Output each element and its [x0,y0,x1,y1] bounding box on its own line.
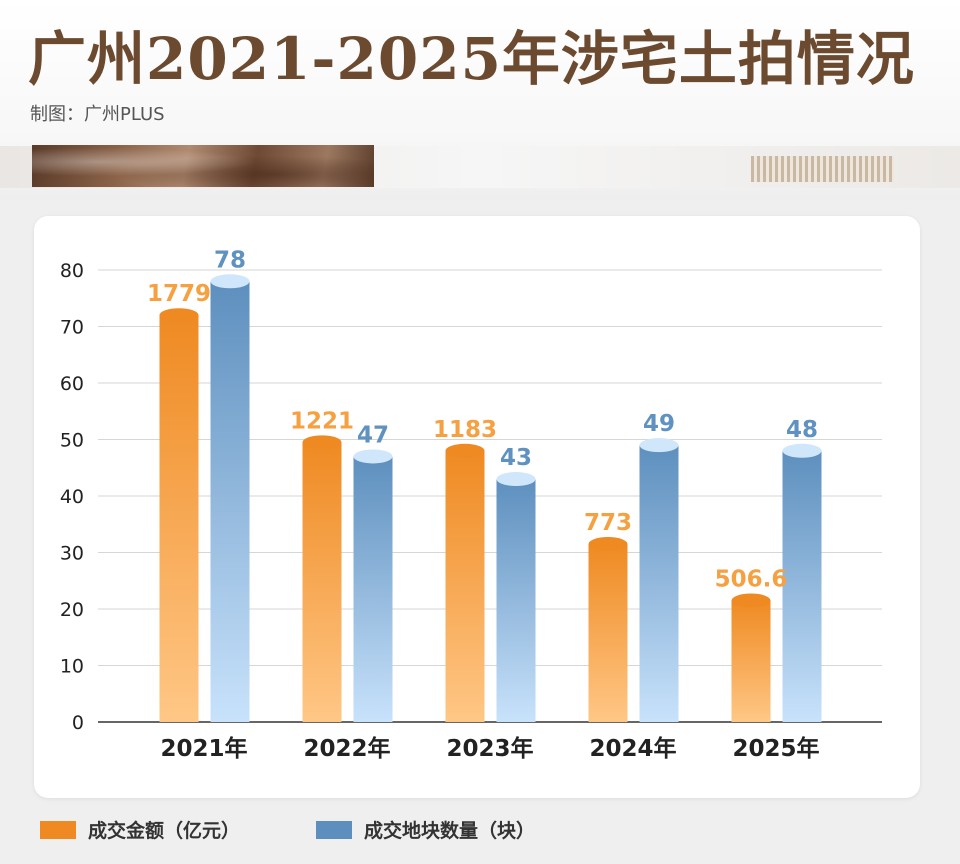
chart-legend: 成交金额（亿元） 成交地块数量（块） [0,816,960,852]
bar-cap-amount [445,443,485,458]
bar-amount [588,544,628,722]
data-label-amount: 506.6 [715,567,788,593]
bar-plots [639,445,679,722]
bar-cap-amount [588,537,628,552]
data-label-amount: 1221 [290,408,354,434]
chart-credit: 制图：广州PLUS [30,104,165,125]
data-label-plots: 78 [214,247,246,273]
x-tick-label: 2023年 [446,735,533,762]
bar-cap-amount [302,435,342,450]
bar-plots [353,456,393,722]
data-label-amount: 773 [584,510,632,536]
bar-amount [159,315,199,722]
bar-cap-plots [353,449,393,464]
data-label-plots: 49 [643,411,675,437]
x-tick-label: 2021年 [160,735,247,762]
bar-cap-amount [159,308,199,323]
y-tick-label: 0 [72,712,84,734]
bar-plots [210,281,250,722]
data-label-amount: 1183 [433,417,497,443]
decorative-stone-strip [32,145,374,187]
bar-cap-plots [782,443,822,458]
legend-swatch-plots [316,820,352,839]
legend-item-plots: 成交地块数量（块） [316,816,535,843]
y-tick-label: 80 [60,260,84,282]
bar-cap-plots [639,438,679,453]
x-tick-label: 2025年 [732,735,819,762]
y-tick-label: 70 [60,317,84,339]
bar-cap-amount [731,593,771,608]
y-tick-label: 10 [60,656,84,678]
decorative-stripes [751,156,894,182]
y-tick-label: 30 [60,543,84,565]
bar-cap-plots [210,274,250,289]
page-title: 广州2021-2025年涉宅土拍情况 [28,25,915,93]
data-label-plots: 47 [357,422,389,448]
legend-label-amount: 成交金额（亿元） [88,820,241,842]
bar-amount [731,600,771,722]
bar-plots [496,479,536,722]
bar-amount [445,450,485,722]
data-label-amount: 1779 [147,281,211,307]
data-label-plots: 48 [786,417,818,443]
bar-plots [782,450,822,722]
x-tick-label: 2022年 [303,735,390,762]
y-tick-label: 60 [60,373,84,395]
x-tick-label: 2024年 [589,735,676,762]
y-tick-label: 20 [60,599,84,621]
bar-amount [302,442,342,722]
legend-label-plots: 成交地块数量（块） [364,820,536,842]
legend-item-amount: 成交金额（亿元） [40,816,240,843]
y-tick-label: 40 [60,486,84,508]
legend-swatch-amount [40,820,76,839]
y-tick-label: 50 [60,430,84,452]
bar-cap-plots [496,472,536,487]
data-label-plots: 43 [500,445,532,471]
